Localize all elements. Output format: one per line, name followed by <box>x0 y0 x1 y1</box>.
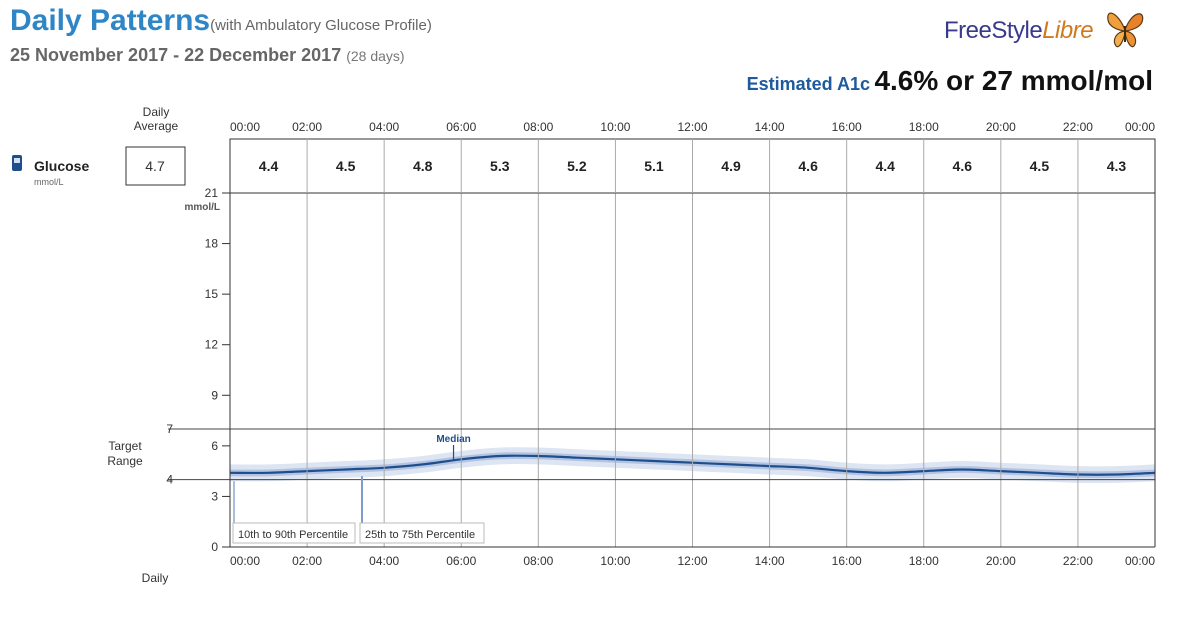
butterfly-icon <box>1107 12 1144 48</box>
a1c-label: Estimated A1c <box>746 74 870 94</box>
date-range-text: 25 November 2017 - 22 December 2017 <box>10 45 342 65</box>
x-tick-label-top: 06:00 <box>446 120 476 134</box>
y-tick-label: 9 <box>211 388 218 402</box>
bin-average-value: 4.5 <box>1030 158 1050 174</box>
grid-layer <box>168 193 1155 547</box>
y-tick-label: 18 <box>205 237 219 251</box>
x-tick-label-top: 00:00 <box>230 120 260 134</box>
daily-average-value: 4.7 <box>145 158 165 174</box>
median-annotation: Median <box>436 434 470 445</box>
title-subtitle: (with Ambulatory Glucose Profile) <box>210 17 432 34</box>
x-tick-label-top: 02:00 <box>292 120 322 134</box>
x-tick-label-bottom: 00:00 <box>1125 554 1155 568</box>
estimated-a1c: Estimated A1c 4.6% or 27 mmol/mol <box>747 65 1153 97</box>
x-tick-label-bottom: 20:00 <box>986 554 1016 568</box>
days-count: (28 days) <box>346 48 405 64</box>
y-tick-label: 21 <box>205 186 219 200</box>
y-tick-label: 3 <box>211 489 218 503</box>
x-tick-label-bottom: 08:00 <box>523 554 553 568</box>
target-range-label-line: Target <box>108 439 142 453</box>
x-tick-label-top: 20:00 <box>986 120 1016 134</box>
x-tick-label-top: 14:00 <box>755 120 785 134</box>
x-tick-label-top: 16:00 <box>832 120 862 134</box>
x-tick-label-bottom: 16:00 <box>832 554 862 568</box>
target-range-label: Target Range <box>107 439 143 468</box>
x-tick-label-bottom: 18:00 <box>909 554 939 568</box>
y-tick-label: 12 <box>205 338 219 352</box>
bin-average-value: 4.8 <box>413 158 433 174</box>
bin-average-value: 4.6 <box>953 158 973 174</box>
x-tick-label-bottom: 12:00 <box>677 554 707 568</box>
y-tick-label: 0 <box>211 540 218 554</box>
glucose-meter-icon-screen <box>14 158 20 163</box>
bin-average-value: 4.5 <box>336 158 356 174</box>
x-tick-label-top: 00:00 <box>1125 120 1155 134</box>
x-tick-label-bottom: 14:00 <box>755 554 785 568</box>
x-tick-label-top: 10:00 <box>600 120 630 134</box>
bin-average-value: 4.6 <box>798 158 818 174</box>
target-range-label-line: Range <box>107 454 143 468</box>
date-range: 25 November 2017 - 22 December 2017 (28 … <box>10 45 405 66</box>
logo-part2: Libre <box>1042 17 1094 44</box>
daily-average-label: Daily Average <box>134 105 179 133</box>
daily-average-box <box>125 146 186 186</box>
bin-average-value: 4.9 <box>721 158 741 174</box>
x-tick-label-top: 08:00 <box>523 120 553 134</box>
title-main: Daily Patterns <box>10 4 211 37</box>
x-tick-label-bottom: 02:00 <box>292 554 322 568</box>
x-tick-label-bottom: 06:00 <box>446 554 476 568</box>
bin-average-value: 4.4 <box>259 158 279 174</box>
x-tick-label-top: 22:00 <box>1063 120 1093 134</box>
y-tick-label: 6 <box>211 439 218 453</box>
x-tick-label-bottom: 10:00 <box>600 554 630 568</box>
p10-90-annotation: 10th to 90th Percentile <box>238 529 348 541</box>
p25-75-annotation: 25th to 75th Percentile <box>365 529 475 541</box>
x-tick-label-top: 04:00 <box>369 120 399 134</box>
page-title: Daily Patterns(with Ambulatory Glucose P… <box>10 4 432 38</box>
bin-average-value: 5.2 <box>567 158 587 174</box>
x-tick-label-bottom: 22:00 <box>1063 554 1093 568</box>
y-tick-label: 15 <box>205 287 219 301</box>
average-table: 00:00 02:00 04:00 06:00 08:00 10:00 12:00 14:00… <box>12 105 1156 194</box>
bin-average-value: 5.3 <box>490 158 510 174</box>
glucose-label: Glucose <box>34 158 89 174</box>
x-tick-label-bottom: 04:00 <box>369 554 399 568</box>
footer-daily-label: Daily <box>142 571 169 585</box>
daily-average-label-line: Average <box>134 119 179 133</box>
target-low-label: 4 <box>166 473 173 487</box>
label-layer: Median 10th to 90th Percentile 25th to 75t… <box>232 434 485 544</box>
a1c-value: 4.6% or 27 mmol/mol <box>874 65 1153 96</box>
x-tick-label-bottom: 00:00 <box>230 554 260 568</box>
daily-average-label-line: Daily <box>143 105 170 119</box>
target-high-label: 7 <box>166 422 173 436</box>
y-unit-label: mmol/L <box>184 202 220 213</box>
x-tick-label-top: 18:00 <box>909 120 939 134</box>
p25-75-box <box>359 522 485 544</box>
glucose-unit-label: mmol/L <box>34 177 64 187</box>
logo-part1: FreeStyle <box>944 17 1043 44</box>
bin-average-value: 4.3 <box>1107 158 1127 174</box>
x-tick-label-top: 12:00 <box>677 120 707 134</box>
axis-layer: 0 3 6 9 12 15 18 21 mmol/L 7 4 Target Range 00:00 02:0… <box>107 186 1156 585</box>
freestyle-libre-logo: FreeStyleLibre <box>944 4 1154 54</box>
bin-average-value: 5.1 <box>644 158 664 174</box>
p10-90-box <box>232 522 356 544</box>
bin-average-value: 4.4 <box>875 158 895 174</box>
